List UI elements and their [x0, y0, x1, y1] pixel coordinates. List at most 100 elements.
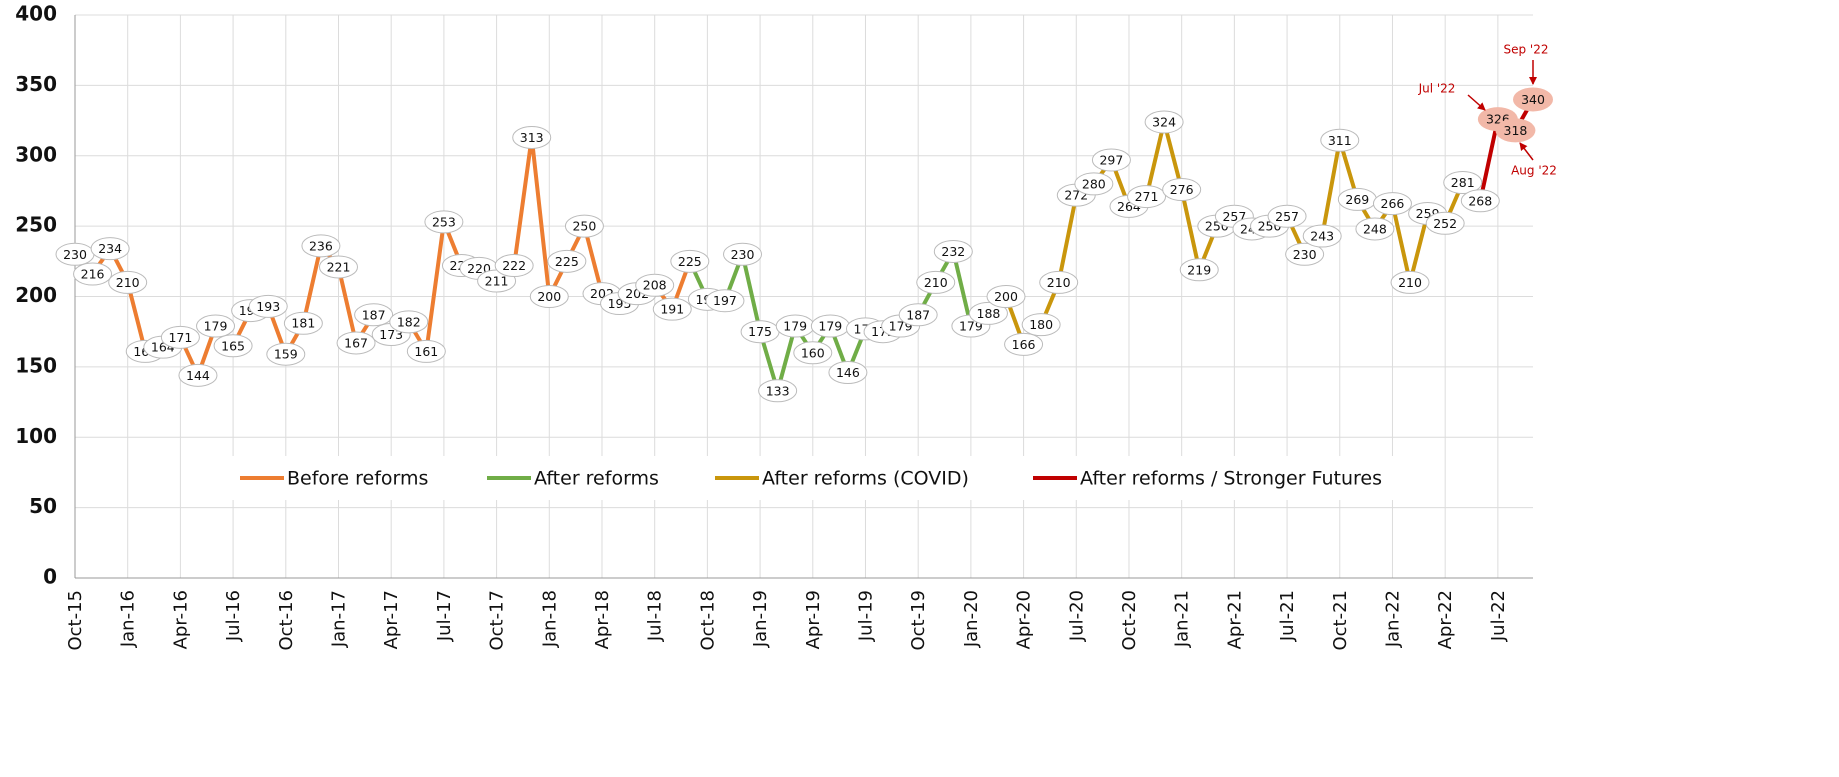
legend-label: After reforms / Stronger Futures: [1080, 468, 1382, 490]
data-label-bg: [1074, 172, 1114, 196]
x-tick-label: Jul-17: [434, 590, 455, 642]
data-label-text: 269: [1345, 192, 1369, 207]
data-label: 225: [670, 249, 710, 273]
data-label-text: 191: [660, 302, 684, 317]
annotation: Sep '22: [1504, 43, 1549, 57]
data-label: 221: [318, 255, 358, 279]
x-tick-label: Jan-18: [539, 590, 560, 648]
x-tick-label: Apr-21: [1224, 590, 1245, 649]
data-label: 171: [160, 325, 200, 349]
data-label: 210: [108, 270, 148, 294]
x-tick-label: Jan-20: [961, 590, 982, 648]
data-label-text: 297: [1099, 152, 1123, 167]
data-label: 219: [1179, 258, 1219, 282]
data-label-bg: [828, 361, 868, 385]
data-label-bg: [1091, 148, 1131, 172]
data-label-bg: [73, 262, 113, 286]
data-label-text: 253: [432, 214, 456, 229]
data-label: 167: [336, 331, 376, 355]
x-tick-label: Jul-22: [1488, 590, 1509, 642]
data-label-bg: [986, 285, 1026, 308]
data-label-text: 234: [98, 241, 122, 256]
data-label-text: 200: [537, 289, 561, 304]
data-label: 165: [213, 334, 253, 358]
data-label-text: 271: [1135, 189, 1159, 204]
data-label-text: 318: [1504, 123, 1528, 138]
data-label: 200: [529, 285, 569, 308]
data-label-text: 133: [766, 383, 790, 398]
data-label-bg: [301, 234, 341, 258]
data-label-bg: [1302, 224, 1342, 248]
data-label-text: 324: [1152, 114, 1176, 129]
data-label: 250: [564, 214, 604, 238]
data-label: 182: [389, 310, 429, 334]
x-tick-label: Jul-21: [1277, 590, 1298, 642]
data-label-bg: [793, 341, 833, 365]
data-label-bg: [1144, 110, 1184, 134]
data-label-text: 187: [362, 307, 386, 322]
data-label-bg: [758, 379, 798, 403]
x-tick-label: Oct-17: [487, 590, 508, 651]
data-label-text: 257: [1275, 209, 1299, 224]
data-label-text: 340: [1521, 92, 1545, 107]
x-tick-label: Jul-18: [645, 590, 666, 642]
data-label: 243: [1302, 224, 1342, 248]
data-label-text: 181: [291, 316, 315, 331]
data-label-bg: [1460, 189, 1500, 213]
y-tick-label: 250: [15, 213, 57, 237]
data-label-text: 146: [836, 365, 860, 380]
data-label: 187: [354, 303, 394, 327]
data-label-text: 187: [906, 307, 930, 322]
x-tick-label: Jan-17: [328, 590, 349, 648]
x-tick-label: Apr-18: [592, 590, 613, 649]
data-label-bg: [512, 125, 552, 149]
data-label: 187: [898, 303, 938, 327]
series-connector: [1478, 117, 1500, 203]
data-label-bg: [564, 214, 604, 238]
data-label-text: 179: [818, 319, 842, 334]
data-label-text: 211: [485, 274, 509, 289]
data-label-text: 268: [1468, 193, 1492, 208]
data-label-text: 160: [801, 345, 825, 360]
x-tick-label: Oct-18: [697, 590, 718, 651]
data-label: 225: [547, 249, 587, 273]
data-label: 133: [758, 379, 798, 403]
data-label: 166: [1004, 332, 1044, 356]
y-tick-label: 350: [15, 72, 57, 96]
annotation: Jul '22: [1418, 82, 1456, 96]
data-label: 269: [1337, 187, 1377, 211]
data-label: 276: [1162, 178, 1202, 202]
data-label-bg: [1267, 204, 1307, 228]
x-tick-label: Oct-21: [1330, 590, 1351, 651]
data-label-bg: [933, 239, 973, 263]
data-label-text: 210: [1047, 275, 1071, 290]
data-label-bg: [652, 297, 692, 321]
data-label-bg: [494, 254, 534, 278]
data-label: 234: [90, 237, 130, 261]
data-label-text: 236: [309, 238, 333, 253]
data-label: 313: [512, 125, 552, 149]
data-label-text: 225: [678, 254, 702, 269]
data-label: 193: [248, 294, 288, 318]
data-label-bg: [1162, 178, 1202, 202]
x-tick-label: Jan-22: [1382, 590, 1403, 648]
data-label-text: 165: [221, 338, 245, 353]
data-label-bg: [318, 255, 358, 279]
x-tick-label: Jan-16: [118, 590, 139, 648]
data-label: 280: [1074, 172, 1114, 196]
data-label: 191: [652, 297, 692, 321]
data-label-bg: [213, 334, 253, 358]
annotation: Aug '22: [1511, 164, 1557, 178]
data-label-bg: [547, 249, 587, 273]
data-label: 208: [635, 273, 675, 297]
data-label-bg: [248, 294, 288, 318]
data-label: 160: [793, 341, 833, 365]
data-label-text: 175: [748, 324, 772, 339]
legend-bg: [185, 456, 1415, 500]
data-label: 252: [1425, 211, 1465, 235]
data-label: 311: [1320, 128, 1360, 152]
data-label-bg: [898, 303, 938, 327]
data-label-text: 221: [327, 259, 351, 274]
data-label-text: 252: [1433, 216, 1457, 231]
